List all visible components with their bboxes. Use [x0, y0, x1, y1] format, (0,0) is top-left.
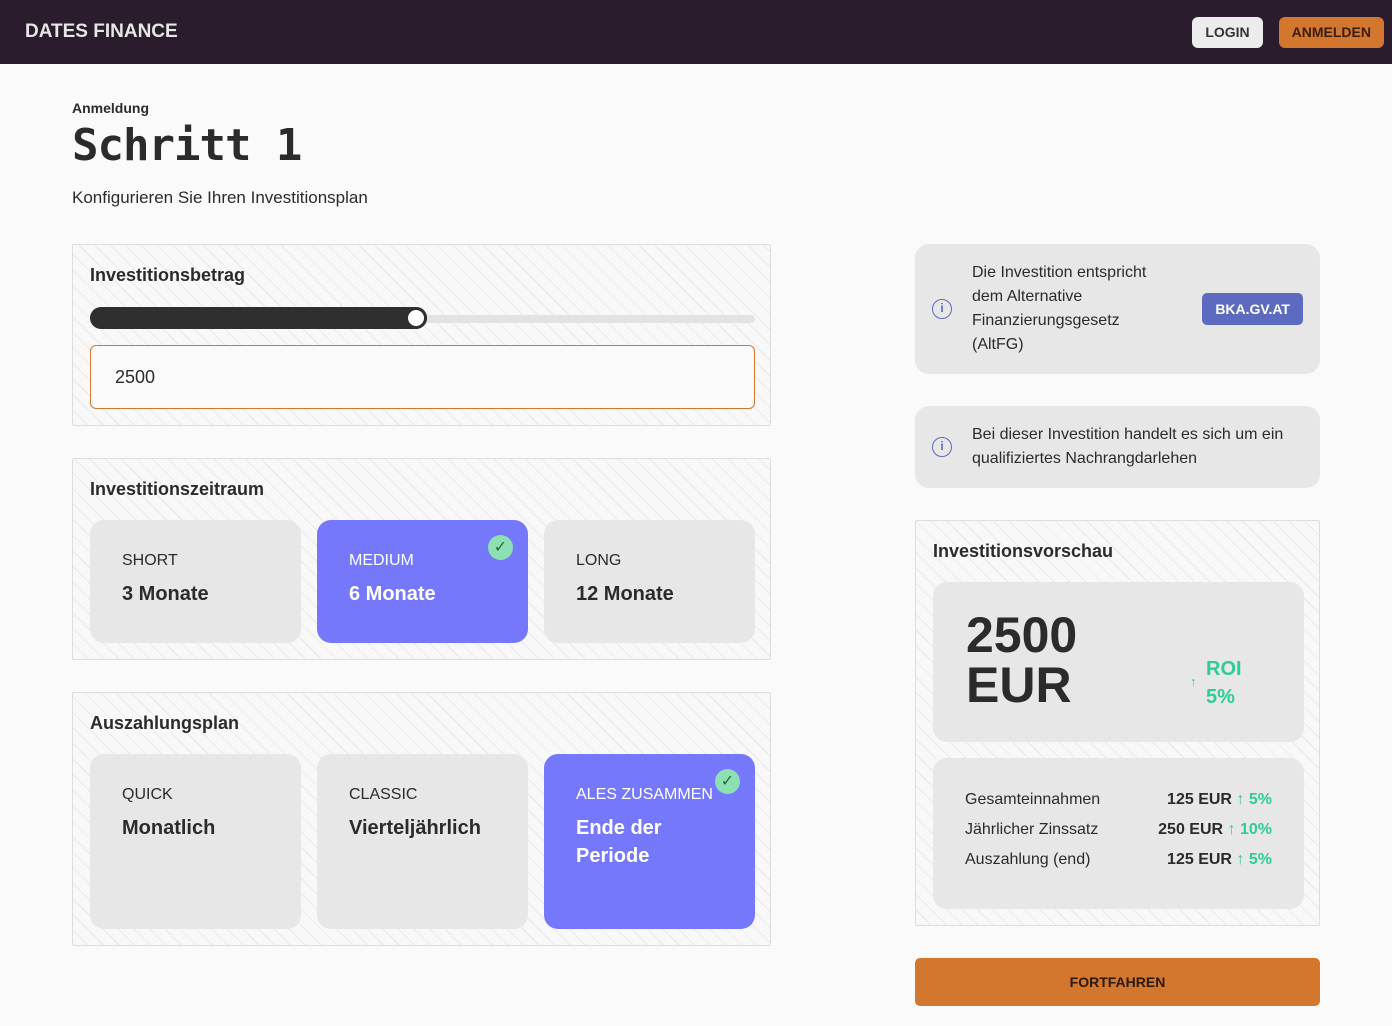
amount-title: Investitionsbetrag [90, 265, 246, 285]
check-icon: ✓ [715, 769, 740, 794]
amount-input[interactable]: 2500 [90, 345, 755, 409]
period-option-short[interactable]: SHORT 3 Monate [90, 520, 301, 643]
bka-link-button[interactable]: BKA.GV.AT [1202, 293, 1303, 325]
option-key: QUICK [122, 786, 173, 803]
slider-fill [90, 307, 427, 329]
check-icon: ✓ [488, 535, 513, 560]
preview-title: Investitionsvorschau [933, 541, 1114, 561]
top-bar: DATES FINANCE LOGIN ANMELDEN [0, 0, 1392, 64]
detail-value: 250 EUR [1158, 821, 1224, 838]
period-option-long[interactable]: LONG 12 Monate [544, 520, 755, 643]
info-text: Die Investition entspricht dem Alternati… [972, 264, 1147, 353]
option-key: CLASSIC [349, 786, 418, 803]
period-panel: Investitionszeitraum SHORT 3 Monate ✓ MEDI… [72, 458, 771, 660]
detail-label: Jährlicher Zinssatz [965, 821, 1099, 838]
info-altfg: i Die Investition entspricht dem Alterna… [915, 244, 1320, 374]
breadcrumb: Anmeldung [72, 100, 149, 116]
amount-panel: Investitionsbetrag 2500 [72, 244, 771, 426]
detail-label: Gesamteinnahmen [965, 791, 1101, 808]
info-text: Bei dieser Investition handelt es sich u… [972, 426, 1284, 467]
detail-pct: 5% [1248, 851, 1272, 868]
info-icon: i [932, 299, 952, 319]
detail-value: 125 EUR [1167, 791, 1232, 808]
detail-label: Auszahlung (end) [965, 851, 1091, 868]
payout-option-classic[interactable]: CLASSIC Vierteljährlich [317, 754, 528, 929]
option-value: 3 Monate [122, 583, 209, 605]
preview-currency: EUR [966, 657, 1072, 713]
payout-panel: Auszahlungsplan QUICK Monatlich CLASSIC Vi… [72, 692, 771, 946]
option-value: Ende der Periode [576, 817, 662, 867]
arrow-up-icon: ↑ [1190, 674, 1197, 689]
payout-title: Auszahlungsplan [90, 713, 240, 733]
detail-pct: 10% [1239, 821, 1272, 838]
page-subtitle: Konfigurieren Sie Ihren Investitionsplan [72, 188, 368, 207]
option-value: 6 Monate [349, 583, 436, 605]
brand-logo[interactable]: DATES FINANCE [25, 21, 178, 42]
period-title: Investitionszeitraum [90, 479, 265, 499]
arrow-up-icon: ↑ [1227, 821, 1236, 838]
detail-value: 125 EUR [1167, 851, 1232, 868]
slider-thumb[interactable] [404, 307, 427, 329]
preview-amount-card: 2500 EUR ↑ ROI 5% [933, 582, 1304, 742]
detail-row: Jährlicher Zinssatz 250 EUR ↑ 10% [965, 821, 1272, 839]
continue-button[interactable]: FORTFAHREN [915, 958, 1320, 1006]
roi-label: ROI [1206, 658, 1242, 680]
payout-option-all[interactable]: ✓ ALES ZUSAMMEN Ende der Periode [544, 754, 755, 929]
detail-row: Auszahlung (end) 125 EUR ↑ 5% [965, 851, 1272, 869]
option-value: Vierteljährlich [349, 817, 481, 839]
preview-amount: 2500 [966, 607, 1078, 663]
roi-value: 5% [1206, 686, 1235, 708]
preview-panel: Investitionsvorschau 2500 EUR ↑ ROI 5% G… [915, 520, 1320, 926]
option-key: LONG [576, 552, 622, 569]
info-nachrang: i Bei dieser Investition handelt es sich… [915, 406, 1320, 488]
option-key: SHORT [122, 552, 178, 569]
payout-option-quick[interactable]: QUICK Monatlich [90, 754, 301, 929]
preview-details-card: Gesamteinnahmen 125 EUR ↑ 5% Jährlicher Zi… [933, 758, 1304, 909]
register-button[interactable]: ANMELDEN [1278, 16, 1384, 48]
arrow-up-icon: ↑ [1236, 791, 1245, 808]
arrow-up-icon: ↑ [1236, 851, 1245, 868]
period-option-medium[interactable]: ✓ MEDIUM 6 Monate [317, 520, 528, 643]
option-value: Monatlich [122, 817, 216, 839]
info-icon: i [932, 437, 952, 457]
option-key: MEDIUM [349, 552, 414, 569]
detail-row: Gesamteinnahmen 125 EUR ↑ 5% [965, 791, 1272, 809]
page-title: Schritt 1 [72, 120, 302, 171]
option-value: 12 Monate [576, 583, 674, 605]
login-button[interactable]: LOGIN [1192, 16, 1263, 48]
detail-pct: 5% [1248, 791, 1272, 808]
option-key: ALES ZUSAMMEN [576, 786, 713, 803]
